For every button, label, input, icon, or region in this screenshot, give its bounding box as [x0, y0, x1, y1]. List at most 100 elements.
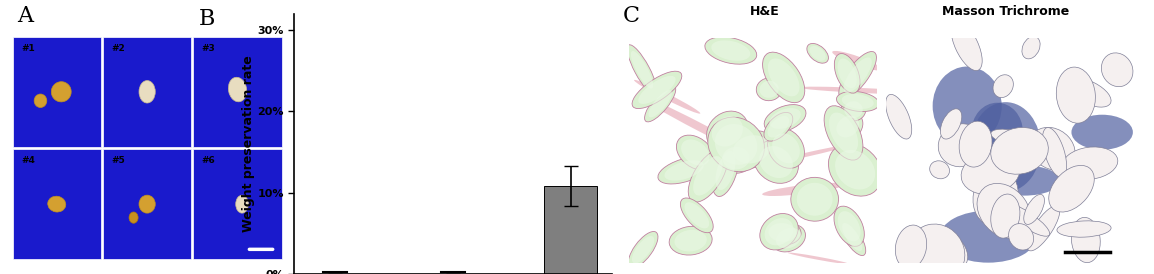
Ellipse shape — [764, 105, 805, 132]
Ellipse shape — [971, 102, 1041, 192]
Ellipse shape — [235, 195, 248, 213]
Text: Masson Trichrome: Masson Trichrome — [943, 5, 1070, 18]
Text: #3: #3 — [202, 44, 216, 53]
Ellipse shape — [838, 211, 861, 241]
Ellipse shape — [718, 143, 755, 173]
Ellipse shape — [908, 224, 965, 274]
Ellipse shape — [959, 121, 992, 167]
Ellipse shape — [138, 195, 156, 213]
FancyBboxPatch shape — [103, 149, 192, 259]
Ellipse shape — [759, 146, 793, 178]
Ellipse shape — [839, 218, 866, 256]
Ellipse shape — [645, 85, 676, 122]
Ellipse shape — [796, 183, 832, 216]
Text: #6: #6 — [202, 156, 216, 165]
Ellipse shape — [838, 58, 856, 88]
Ellipse shape — [676, 135, 714, 170]
Ellipse shape — [810, 46, 826, 61]
Ellipse shape — [632, 71, 682, 109]
Text: #1: #1 — [21, 44, 35, 53]
Ellipse shape — [706, 111, 748, 152]
Ellipse shape — [35, 94, 47, 107]
Ellipse shape — [51, 82, 72, 102]
Ellipse shape — [844, 58, 871, 93]
Ellipse shape — [991, 194, 1020, 238]
Ellipse shape — [138, 81, 156, 103]
Ellipse shape — [991, 127, 1048, 174]
Ellipse shape — [824, 106, 863, 160]
Ellipse shape — [807, 44, 829, 63]
Ellipse shape — [638, 76, 675, 104]
Ellipse shape — [772, 133, 800, 163]
Ellipse shape — [1009, 224, 1034, 250]
Ellipse shape — [705, 37, 757, 64]
Ellipse shape — [694, 156, 722, 196]
Text: #4: #4 — [21, 156, 35, 165]
Ellipse shape — [951, 20, 982, 71]
FancyBboxPatch shape — [194, 149, 282, 259]
Ellipse shape — [47, 196, 66, 212]
Ellipse shape — [756, 78, 782, 101]
Ellipse shape — [1071, 115, 1133, 150]
Ellipse shape — [733, 135, 770, 164]
Ellipse shape — [835, 150, 875, 190]
Ellipse shape — [961, 151, 1020, 194]
Ellipse shape — [834, 206, 864, 246]
Ellipse shape — [764, 112, 793, 141]
Text: C: C — [623, 5, 639, 27]
Ellipse shape — [714, 124, 757, 165]
Ellipse shape — [977, 183, 1031, 238]
Ellipse shape — [841, 94, 874, 109]
Text: H&E: H&E — [750, 5, 779, 18]
Ellipse shape — [994, 75, 1013, 98]
Ellipse shape — [837, 116, 859, 137]
Ellipse shape — [764, 220, 801, 245]
Ellipse shape — [938, 124, 984, 167]
Ellipse shape — [129, 212, 138, 223]
Ellipse shape — [681, 139, 710, 165]
Ellipse shape — [775, 228, 801, 249]
Ellipse shape — [845, 101, 863, 118]
Ellipse shape — [832, 51, 882, 70]
Ellipse shape — [829, 143, 882, 196]
Ellipse shape — [712, 116, 743, 147]
Ellipse shape — [988, 165, 1061, 196]
Ellipse shape — [681, 198, 713, 233]
Ellipse shape — [1042, 127, 1066, 177]
Ellipse shape — [665, 160, 704, 181]
Ellipse shape — [675, 230, 706, 252]
Ellipse shape — [727, 130, 777, 168]
Text: #2: #2 — [112, 44, 125, 53]
Ellipse shape — [896, 225, 927, 269]
Ellipse shape — [885, 95, 912, 139]
Ellipse shape — [770, 108, 801, 129]
Ellipse shape — [711, 40, 750, 61]
Ellipse shape — [833, 112, 863, 141]
Ellipse shape — [1024, 195, 1044, 224]
Ellipse shape — [932, 67, 1002, 145]
Ellipse shape — [837, 92, 879, 112]
Ellipse shape — [841, 98, 866, 121]
Ellipse shape — [707, 117, 764, 172]
Text: #5: #5 — [112, 156, 125, 165]
Ellipse shape — [732, 143, 859, 172]
Ellipse shape — [972, 103, 1022, 160]
Ellipse shape — [628, 232, 658, 268]
Ellipse shape — [1057, 221, 1111, 237]
Ellipse shape — [669, 226, 712, 255]
Ellipse shape — [649, 90, 672, 117]
Ellipse shape — [228, 77, 247, 102]
Ellipse shape — [631, 51, 653, 89]
Ellipse shape — [1049, 165, 1094, 212]
Ellipse shape — [763, 52, 804, 103]
Ellipse shape — [1101, 53, 1133, 87]
Ellipse shape — [939, 211, 1036, 263]
Ellipse shape — [937, 233, 968, 268]
Text: B: B — [198, 8, 216, 30]
Ellipse shape — [722, 147, 750, 170]
Ellipse shape — [788, 253, 849, 264]
Ellipse shape — [759, 81, 779, 98]
Ellipse shape — [759, 213, 799, 250]
Ellipse shape — [799, 87, 930, 95]
Ellipse shape — [712, 144, 739, 196]
